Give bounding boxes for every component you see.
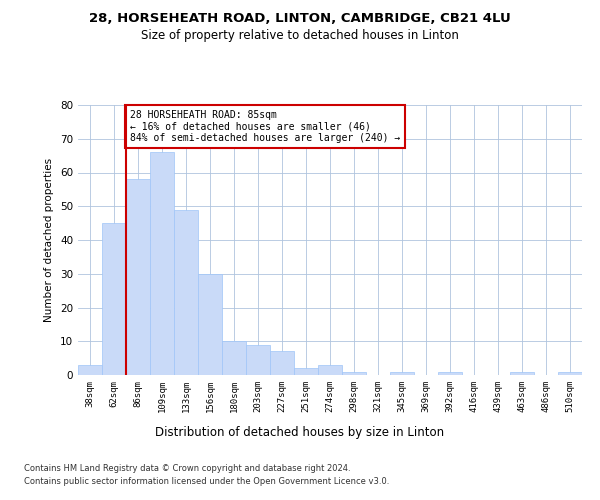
Bar — [198, 274, 222, 375]
Bar — [174, 210, 198, 375]
Bar — [102, 223, 126, 375]
Y-axis label: Number of detached properties: Number of detached properties — [44, 158, 55, 322]
Bar — [222, 341, 246, 375]
Bar — [390, 372, 414, 375]
Bar — [126, 180, 150, 375]
Text: Contains public sector information licensed under the Open Government Licence v3: Contains public sector information licen… — [24, 477, 389, 486]
Text: Distribution of detached houses by size in Linton: Distribution of detached houses by size … — [155, 426, 445, 439]
Bar — [270, 352, 294, 375]
Bar — [342, 372, 366, 375]
Bar — [294, 368, 318, 375]
Bar — [318, 365, 342, 375]
Text: 28 HORSEHEATH ROAD: 85sqm
← 16% of detached houses are smaller (46)
84% of semi-: 28 HORSEHEATH ROAD: 85sqm ← 16% of detac… — [130, 110, 400, 144]
Bar — [246, 344, 270, 375]
Bar — [150, 152, 174, 375]
Bar — [558, 372, 582, 375]
Text: Contains HM Land Registry data © Crown copyright and database right 2024.: Contains HM Land Registry data © Crown c… — [24, 464, 350, 473]
Text: 28, HORSEHEATH ROAD, LINTON, CAMBRIDGE, CB21 4LU: 28, HORSEHEATH ROAD, LINTON, CAMBRIDGE, … — [89, 12, 511, 26]
Text: Size of property relative to detached houses in Linton: Size of property relative to detached ho… — [141, 29, 459, 42]
Bar — [510, 372, 534, 375]
Bar — [438, 372, 462, 375]
Bar — [78, 365, 102, 375]
